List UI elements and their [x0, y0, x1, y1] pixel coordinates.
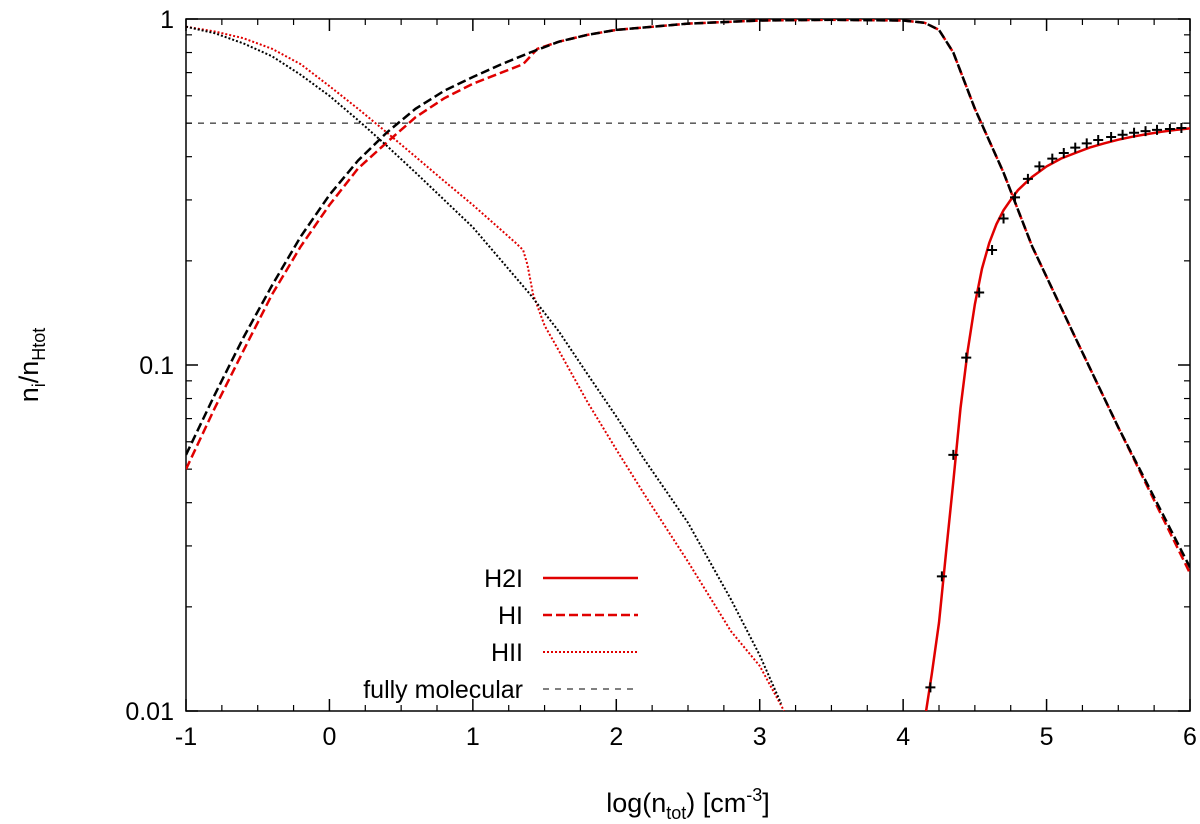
x-tick-label: -1	[175, 723, 197, 751]
marker-point	[1176, 123, 1187, 134]
x-axis-label-mid: ) [cm	[686, 788, 746, 818]
legend-label: H2I	[484, 565, 523, 593]
marker-point	[925, 682, 936, 693]
legend-label: HI	[498, 602, 523, 630]
y-axis-label-base: n	[14, 387, 44, 402]
y-axis-label: ni/nHtot	[14, 328, 49, 403]
x-tick-label: 6	[1183, 723, 1197, 751]
y-axis-label-mid: /n	[14, 361, 44, 384]
marker-point	[1058, 147, 1069, 158]
marker-point	[1117, 129, 1128, 140]
series-line	[186, 19, 1190, 568]
marker-point	[987, 244, 998, 255]
x-axis-label-sup: -3	[746, 785, 762, 805]
y-tick-label: 0.01	[125, 698, 174, 726]
marker-point	[1152, 124, 1163, 135]
x-tick-label: 0	[322, 723, 336, 751]
x-tick-label: 5	[1040, 723, 1054, 751]
marker-point	[1164, 123, 1175, 134]
series-line	[924, 127, 1190, 711]
tick-labels: -1 0 1 2 3 4 5 6 0.01 0.1 1	[125, 6, 1197, 751]
x-axis-label-end: ]	[762, 788, 770, 818]
x-tick-label: 4	[896, 723, 910, 751]
y-tick-label: 0.1	[139, 352, 174, 380]
marker-point	[974, 287, 985, 298]
y-axis-label-sub2: Htot	[29, 328, 49, 361]
marker-point	[1034, 161, 1045, 172]
x-tick-label: 2	[609, 723, 623, 751]
x-tick-label: 1	[466, 723, 480, 751]
marker-point	[1093, 134, 1104, 145]
marker-point	[1022, 173, 1033, 184]
marker-point	[1129, 127, 1140, 138]
marker-point	[998, 213, 1009, 224]
y-axis-label-sub1: i	[29, 383, 49, 387]
marker-point	[961, 352, 972, 363]
marker-point	[1010, 192, 1021, 203]
marker-point	[1070, 142, 1081, 153]
marker-point	[936, 571, 947, 582]
marker-point	[1106, 131, 1117, 142]
x-tick-label: 3	[753, 723, 767, 751]
series-line	[186, 19, 1190, 574]
series-line	[186, 25, 783, 705]
marker-point	[1047, 153, 1058, 164]
marker-point	[1081, 138, 1092, 149]
legend: H2I HI HII fully molecular	[363, 565, 638, 704]
series-line	[186, 25, 785, 711]
x-axis-label-sub: tot	[666, 803, 686, 823]
plot-area	[186, 19, 1190, 711]
x-axis-label: log(ntot) [cm-3]	[606, 785, 770, 823]
marker-point	[1140, 126, 1151, 137]
marker-point	[948, 449, 959, 460]
y-tick-label: 1	[160, 6, 174, 34]
x-axis-label-base: log(n	[606, 788, 666, 818]
legend-label: HII	[491, 639, 523, 667]
legend-label: fully molecular	[363, 676, 523, 704]
